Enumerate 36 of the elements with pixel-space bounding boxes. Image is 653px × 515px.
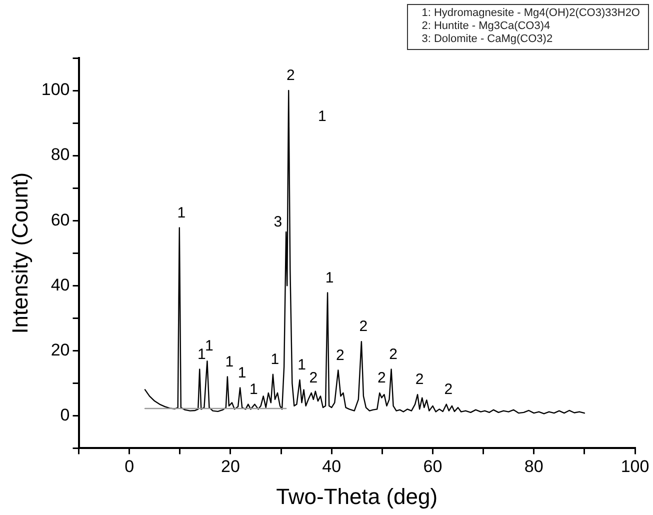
y-tick-label: 80 xyxy=(50,145,70,164)
annotation: 2 xyxy=(336,346,344,364)
y-tick-label: 0 xyxy=(60,405,70,424)
annotation: 1 xyxy=(205,338,214,355)
x-tick-label: 40 xyxy=(322,457,342,476)
annotation: 3 xyxy=(274,214,282,231)
annotation: 1 xyxy=(298,356,306,374)
text: 3: Dolomite - CaMg(CO3)2 xyxy=(422,33,554,46)
x-tick-label: 60 xyxy=(423,457,442,476)
x-tick-label: 20 xyxy=(221,457,240,476)
annotation: 2 xyxy=(359,318,368,336)
y-tick-label: 40 xyxy=(50,275,70,294)
annotation: 1 xyxy=(177,204,186,222)
annotation: 2 xyxy=(415,371,424,388)
annotation: 1 xyxy=(250,380,258,398)
annotation: 1 xyxy=(318,108,326,125)
y-tick-label: 20 xyxy=(50,340,70,360)
x-tick-label: 0 xyxy=(124,457,134,476)
annotation: 2 xyxy=(309,370,318,387)
annotation: 2 xyxy=(377,370,386,387)
y-axis-title: Intensity (Count) xyxy=(7,172,32,334)
annotation: 2 xyxy=(444,380,453,398)
annotation: 1 xyxy=(197,346,206,363)
text: 2: Huntite - Mg3Ca(CO3)4 xyxy=(422,20,552,33)
text: 1: Hydromagnesite - Mg4(OH)2(CO3)33H2O xyxy=(422,7,640,20)
annotation: 1 xyxy=(270,351,280,368)
y-tick-label: 100 xyxy=(41,80,70,100)
x-axis-title: Two-Theta (deg) xyxy=(276,484,438,509)
annotation: 2 xyxy=(286,67,295,84)
annotation: 1 xyxy=(325,269,334,286)
annotation: 2 xyxy=(389,346,398,363)
x-tick-label: 80 xyxy=(524,457,544,476)
annotation: 1 xyxy=(225,353,234,370)
x-tick-label: 100 xyxy=(620,457,650,476)
y-tick-label: 60 xyxy=(50,210,70,230)
annotation: 1 xyxy=(238,364,246,382)
